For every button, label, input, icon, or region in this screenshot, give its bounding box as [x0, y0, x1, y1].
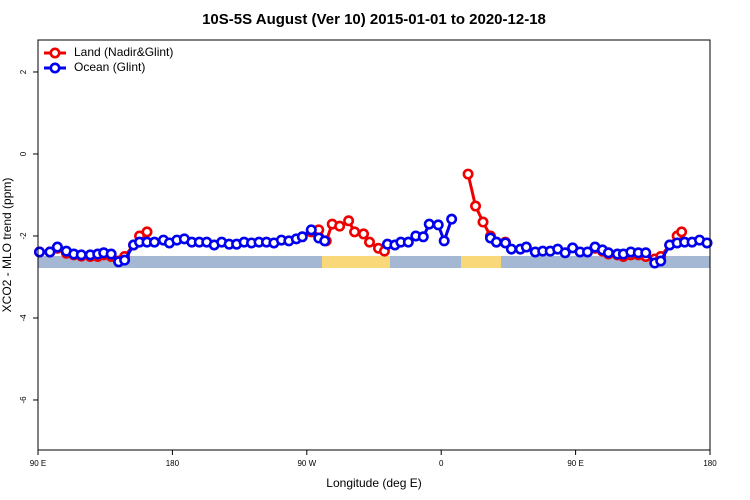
- y-axis-label: XCO2 - MLO trend (ppm): [0, 178, 14, 313]
- data-point: [655, 255, 667, 267]
- data-point: [51, 241, 63, 253]
- data-point: [44, 246, 56, 258]
- data-point: [402, 236, 414, 248]
- data-point: [462, 168, 474, 180]
- data-point: [349, 226, 361, 238]
- legend-marker: [49, 47, 61, 59]
- x-tick-label: 180: [166, 459, 180, 468]
- data-point: [105, 248, 117, 260]
- y-tick-label: -2: [19, 232, 28, 240]
- data-point: [701, 237, 713, 249]
- data-point: [470, 200, 482, 212]
- data-point: [477, 216, 489, 228]
- data-point: [438, 235, 450, 247]
- x-tick-label: 90 E: [567, 459, 583, 468]
- data-point: [141, 226, 153, 238]
- legend-label: Land (Nadir&Glint): [74, 45, 173, 59]
- plot-frame: [37, 39, 711, 451]
- x-tick-label: 180: [703, 459, 717, 468]
- x-tick-label: 90 E: [30, 459, 46, 468]
- y-tick-label: 0: [19, 151, 28, 156]
- data-point: [334, 220, 346, 232]
- data-point: [423, 218, 435, 230]
- data-point: [559, 247, 571, 259]
- data-point: [296, 231, 308, 243]
- data-point: [602, 247, 614, 259]
- data-point: [582, 246, 594, 258]
- data-point: [640, 247, 652, 259]
- data-point: [305, 224, 317, 236]
- data-point: [432, 219, 444, 231]
- data-point: [343, 215, 355, 227]
- data-point: [75, 249, 87, 261]
- surface-strip: [38, 256, 710, 268]
- data-point: [499, 237, 511, 249]
- data-point: [505, 243, 517, 255]
- data-point: [358, 228, 370, 240]
- data-point: [446, 213, 458, 225]
- data-point: [33, 246, 45, 258]
- data-point: [490, 236, 502, 248]
- x-axis-label: Longitude (deg E): [326, 476, 421, 490]
- y-tick-label: 2: [19, 69, 28, 74]
- legend-label: Ocean (Glint): [74, 60, 145, 74]
- data-point: [364, 236, 376, 248]
- x-tick-label: 90 W: [297, 459, 316, 468]
- y-tick-label: -4: [19, 314, 28, 322]
- data-point: [119, 254, 131, 266]
- data-point: [417, 231, 429, 243]
- y-tick-label: -6: [19, 396, 28, 404]
- chart-title: 10S-5S August (Ver 10) 2015-01-01 to 202…: [202, 11, 546, 28]
- data-point: [319, 235, 331, 247]
- legend-marker: [49, 62, 61, 74]
- data-point: [676, 226, 688, 238]
- data-point: [520, 241, 532, 253]
- x-tick-label: 0: [439, 459, 444, 468]
- data-point: [148, 236, 160, 248]
